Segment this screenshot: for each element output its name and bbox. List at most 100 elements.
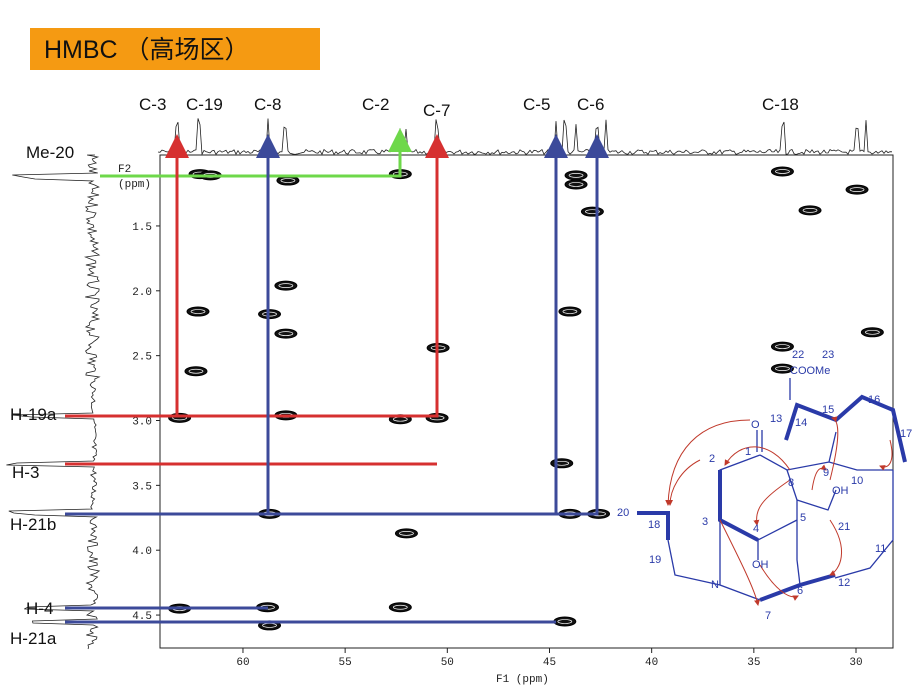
y-tick-label: 2.0 <box>132 287 152 299</box>
proton-label: Me-20 <box>26 143 74 162</box>
cross-peak-core <box>585 209 600 215</box>
x-tick-label: 40 <box>645 657 658 669</box>
cross-peak-core <box>190 309 206 314</box>
atom-label: 21 <box>838 521 850 533</box>
x-axis-label: F1 (ppm) <box>496 674 549 686</box>
f2-projection <box>6 154 101 650</box>
proton-label: H-19a <box>10 405 57 424</box>
y-axis-label: F2 <box>118 164 131 176</box>
cross-peak-core <box>849 187 865 192</box>
atom-label: 17 <box>900 428 912 440</box>
carbon-label: C-2 <box>362 95 389 114</box>
cross-peak-contour <box>558 306 582 317</box>
y-axis-unit: (ppm) <box>118 179 151 191</box>
atom-label: 23 <box>822 349 834 361</box>
atom-label: 4 <box>753 523 759 535</box>
cross-peak-core <box>568 173 584 178</box>
cross-peak-core <box>568 182 584 187</box>
plot-frame <box>159 154 894 649</box>
x-tick-label: 55 <box>339 657 352 669</box>
cross-peak-contour <box>564 170 588 181</box>
carbon-label: C-6 <box>577 95 604 114</box>
cross-peak <box>394 528 418 539</box>
cross-peak-core <box>802 208 818 213</box>
atom-label: 12 <box>838 577 850 589</box>
cross-peak <box>550 458 574 469</box>
cross-peak <box>258 309 282 320</box>
cross-peak <box>845 184 869 195</box>
y-tick-label: 4.5 <box>132 611 152 623</box>
cross-peak-core <box>562 309 578 314</box>
y-tick-label: 2.5 <box>132 352 152 364</box>
cross-peak <box>564 179 588 190</box>
cross-peak-contour <box>580 206 604 217</box>
cross-peak <box>558 306 582 317</box>
y-tick-label: 3.0 <box>132 417 152 429</box>
cross-peak <box>798 205 822 216</box>
atom-label: 7 <box>765 610 771 622</box>
cross-peak <box>553 616 577 627</box>
cross-peak <box>276 175 300 186</box>
cross-peak-core <box>280 178 296 183</box>
carbon-label: C-8 <box>254 95 281 114</box>
y-tick-label: 1.5 <box>132 222 152 234</box>
cross-peak <box>770 363 794 374</box>
y-tick-label: 4.0 <box>132 546 152 558</box>
correlation-line <box>100 128 412 178</box>
y-tick-label: 3.5 <box>132 481 152 493</box>
cross-peak <box>274 280 298 291</box>
f1-projection <box>157 118 893 156</box>
cross-peak-contour <box>770 166 794 177</box>
cross-peak-contour <box>184 366 208 377</box>
cross-peak-core <box>262 311 277 317</box>
cross-peak-core <box>865 329 880 335</box>
x-tick-label: 50 <box>441 657 454 669</box>
cross-peak-core <box>188 368 204 374</box>
cross-peak <box>770 341 794 352</box>
atom-label: O <box>751 419 760 431</box>
atom-label: 9 <box>823 467 829 479</box>
atom-label: N <box>711 579 719 591</box>
correlation-line <box>65 134 449 418</box>
atom-label: 10 <box>851 475 863 487</box>
cross-peak <box>860 327 884 338</box>
atom-label: 3 <box>702 516 708 528</box>
cross-peak-core <box>775 344 790 349</box>
cross-peak-core <box>399 530 414 536</box>
carbon-label: C-5 <box>523 95 550 114</box>
x-tick-label: 35 <box>747 657 760 669</box>
cross-peak-contour <box>770 363 794 374</box>
cross-peak-contour <box>860 327 884 338</box>
carbon-label: C-18 <box>762 95 799 114</box>
cross-peak-contour <box>770 341 794 352</box>
atom-label: 19 <box>649 554 661 566</box>
carbon-label: C-19 <box>186 95 223 114</box>
atom-label: 14 <box>795 417 807 429</box>
title-box <box>30 28 320 70</box>
cross-peak-contour <box>394 528 418 539</box>
correlation-line <box>65 134 280 516</box>
cross-peak <box>580 206 604 217</box>
cross-peak-contour <box>258 309 282 320</box>
atom-label: 18 <box>648 519 660 531</box>
carbon-labels: C-3 C-19 C-8 C-2 C-7 C-5 C-6 C-18 <box>139 95 799 120</box>
cross-peak <box>770 166 794 177</box>
atom-label: 5 <box>800 512 806 524</box>
cross-peak-core <box>775 169 790 174</box>
correlations <box>65 128 609 624</box>
atom-label: COOMe <box>790 365 830 377</box>
cross-peak-core <box>775 366 790 371</box>
proton-label: H-4 <box>26 599 53 618</box>
x-tick-label: 45 <box>543 657 556 669</box>
cross-peak-contour <box>274 328 298 339</box>
atom-label: 13 <box>770 413 782 425</box>
proton-labels: Me-20 H-19a H-3 H-21b H-4 H-21a <box>10 143 74 648</box>
correlation-line <box>65 134 609 516</box>
cross-peak-contour <box>550 458 574 469</box>
atom-label: 2 <box>709 453 715 465</box>
cross-peak <box>184 366 208 377</box>
cross-peak-contour <box>845 184 869 195</box>
atom-label: 1 <box>745 446 751 458</box>
cross-peak-contour <box>564 179 588 190</box>
